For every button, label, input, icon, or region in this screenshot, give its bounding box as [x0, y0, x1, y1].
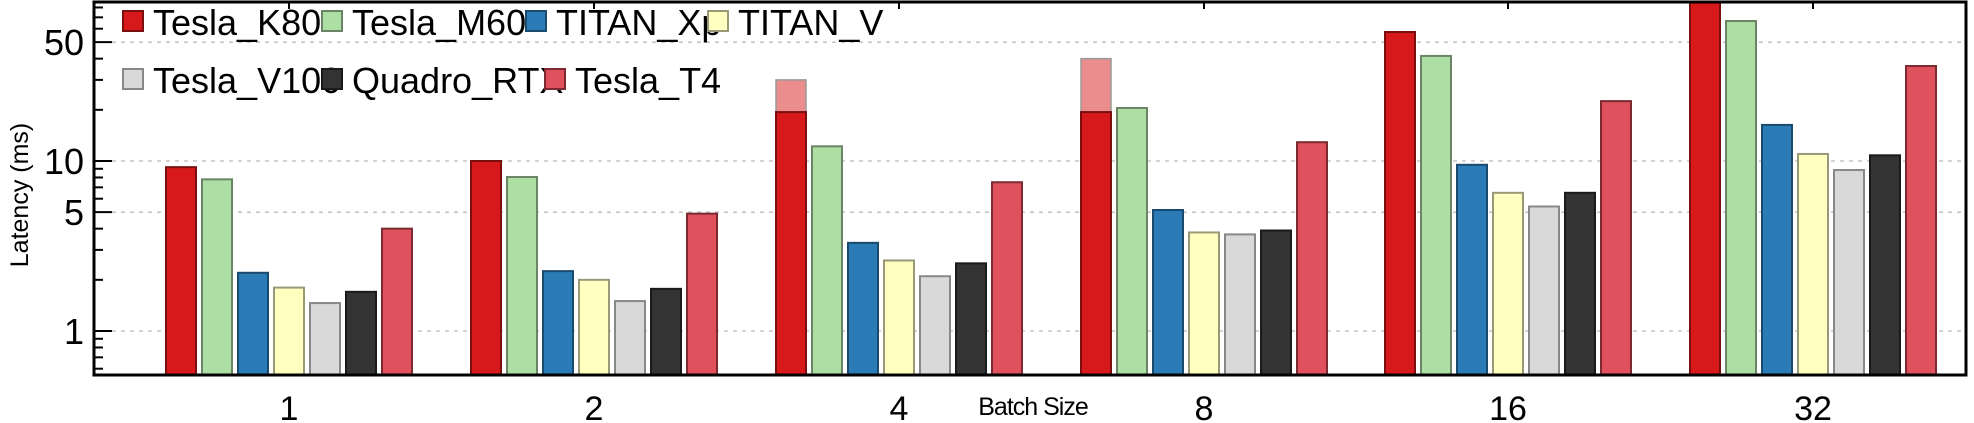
x-tick-label: 1 [280, 390, 299, 423]
y-axis-label: Latency (ms) [6, 123, 34, 267]
bar-Tesla_V100-32 [1833, 169, 1865, 375]
legend-item-TITAN_Xp: TITAN_Xp [525, 2, 721, 43]
bar-Tesla_V100-2 [614, 300, 646, 375]
bar-Quadro_RTX-2 [650, 287, 682, 375]
legend-label: TITAN_V [738, 2, 883, 43]
bar-Tesla_M60-8 [1116, 107, 1148, 375]
legend-label: Quadro_RTX [352, 60, 563, 101]
plot-border [92, 0, 1968, 377]
legend: Tesla_K80 Tesla_M60 TITAN_Xp TITAN_V Tesla_V… [122, 2, 883, 101]
plot-frame [92, 0, 1968, 377]
legend-swatch [525, 10, 547, 32]
legend-swatch [122, 10, 144, 32]
x-tick-label: 16 [1489, 390, 1527, 423]
bar-Tesla_T4-16 [1600, 100, 1632, 375]
bar-Tesla_M60-32 [1725, 20, 1757, 375]
bar-Tesla_T4-8 [1296, 141, 1328, 375]
bar-Tesla_K80-4 [775, 111, 807, 375]
legend-label: TITAN_Xp [556, 2, 721, 43]
bar-Tesla_M60-2 [506, 176, 538, 375]
bar-Quadro_RTX-1 [345, 290, 377, 375]
bar-TITAN_Xp-1 [237, 271, 269, 375]
bar-Tesla_V100-4 [919, 275, 951, 375]
bar-Tesla_K80-16 [1384, 30, 1416, 375]
bar-Tesla_V100-16 [1528, 205, 1560, 375]
legend-swatch [544, 68, 566, 90]
legend-label: Tesla_T4 [575, 60, 721, 101]
bar-Tesla_M60-4 [811, 145, 843, 375]
x-axis: 1 2 4 8 16 32 [280, 2, 1832, 423]
legend-swatch [321, 68, 343, 90]
legend-label: Tesla_M60 [352, 2, 526, 43]
legend-item-Quadro_RTX: Quadro_RTX [321, 60, 563, 101]
bar-TITAN_V-16 [1492, 191, 1524, 375]
grid-lines [94, 41, 1966, 332]
bar-Tesla_K80-8 [1080, 111, 1112, 375]
bar-TITAN_Xp-2 [542, 270, 574, 375]
y-tick-label: 50 [44, 22, 84, 63]
legend-swatch [321, 10, 343, 32]
bar-Tesla_K80-32 [1689, 2, 1721, 375]
bar-TITAN_Xp-4 [847, 241, 879, 375]
bar-Tesla_K80-1 [165, 166, 197, 375]
bar-TITAN_V-8 [1188, 231, 1220, 375]
bar-TITAN_V-32 [1797, 152, 1829, 375]
bar-Tesla_V100-1 [309, 302, 341, 375]
x-tick-label: 8 [1195, 390, 1214, 423]
legend-swatch [707, 10, 729, 32]
bar-Tesla_V100-8 [1224, 233, 1256, 375]
y-tick-label: 1 [64, 311, 84, 352]
bar-TITAN_Xp-32 [1761, 123, 1793, 375]
bar-TITAN_V-2 [578, 278, 610, 375]
legend-label: Tesla_K80 [153, 2, 321, 43]
y-tick-label: 5 [64, 192, 84, 233]
y-axis: 1 5 10 50 [44, 6, 112, 370]
bar-Quadro_RTX-32 [1869, 154, 1901, 375]
bar-TITAN_Xp-8 [1152, 208, 1184, 375]
bar-Tesla_T4-2 [686, 212, 718, 375]
bar-Quadro_RTX-8 [1260, 229, 1292, 375]
bar-Tesla_T4-1 [381, 227, 413, 375]
legend-item-Tesla_K80: Tesla_K80 [122, 2, 321, 43]
bar-Quadro_RTX-4 [955, 262, 987, 375]
bars [165, 2, 1937, 375]
bar-TITAN_Xp-16 [1456, 163, 1488, 375]
x-tick-label: 4 [890, 390, 909, 423]
bar-TITAN_V-1 [273, 286, 305, 375]
legend-swatch [122, 68, 144, 90]
bar-Tesla_K80-2 [470, 160, 502, 375]
x-tick-label: 2 [585, 390, 604, 423]
legend-label: Tesla_V100 [153, 60, 341, 101]
legend-item-TITAN_V: TITAN_V [707, 2, 883, 43]
legend-item-Tesla_T4: Tesla_T4 [544, 60, 721, 101]
legend-item-Tesla_V100: Tesla_V100 [122, 60, 341, 101]
bar-TITAN_V-4 [883, 259, 915, 375]
x-axis-label: Batch Size [978, 393, 1088, 421]
x-tick-label: 32 [1794, 390, 1832, 423]
bar-Tesla_T4-4 [991, 181, 1023, 375]
legend-item-Tesla_M60: Tesla_M60 [321, 2, 526, 43]
bar-Quadro_RTX-16 [1564, 191, 1596, 375]
bar-Tesla_M60-16 [1420, 54, 1452, 375]
bar-Tesla_T4-32 [1905, 65, 1937, 375]
bar-Tesla_M60-1 [201, 178, 233, 375]
y-tick-label: 10 [44, 141, 84, 182]
